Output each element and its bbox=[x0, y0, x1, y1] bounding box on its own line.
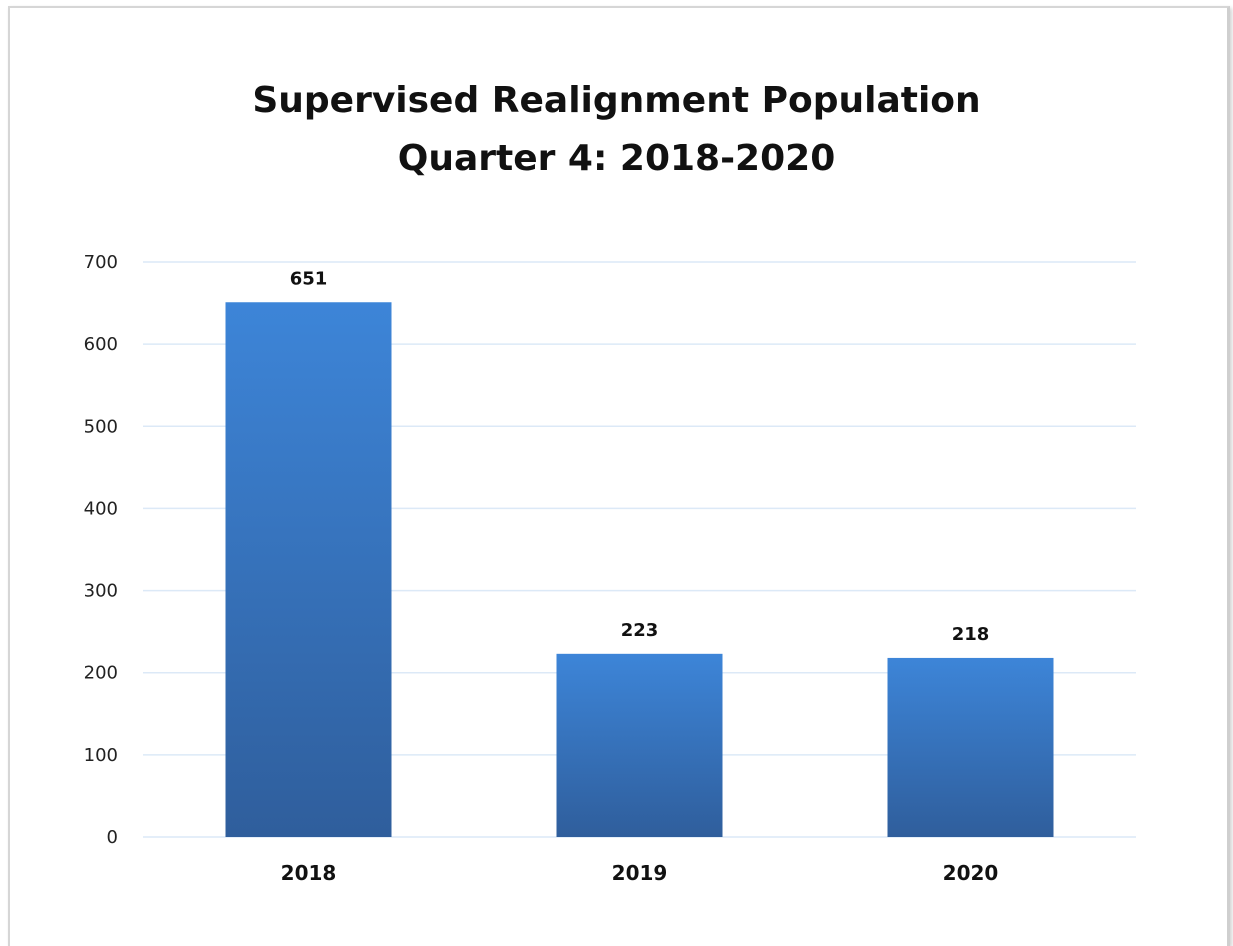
y-tick-label: 600 bbox=[84, 334, 118, 355]
y-tick-label: 300 bbox=[84, 581, 118, 602]
y-tick-label: 700 bbox=[84, 252, 118, 273]
data-label-2019: 223 bbox=[621, 620, 659, 641]
data-label-2020: 218 bbox=[952, 624, 990, 645]
x-axis: 2018 2019 2020 bbox=[281, 861, 999, 885]
chart-title-line2: Quarter 4: 2018-2020 bbox=[397, 138, 836, 179]
y-tick-label: 100 bbox=[84, 745, 118, 766]
bars bbox=[225, 302, 1054, 837]
bar-2019 bbox=[556, 653, 723, 837]
chart-title: Supervised Realignment Population Quarte… bbox=[0, 72, 1233, 188]
bar-2020 bbox=[887, 657, 1054, 837]
y-tick-label: 200 bbox=[84, 663, 118, 684]
x-tick-label-2020: 2020 bbox=[943, 861, 999, 885]
data-label-2018: 651 bbox=[290, 268, 328, 289]
x-tick-label-2019: 2019 bbox=[612, 861, 668, 885]
bar-2018 bbox=[225, 302, 392, 837]
y-axis: 0 100 200 300 400 500 600 700 bbox=[84, 252, 118, 848]
y-tick-label: 500 bbox=[84, 416, 118, 437]
x-tick-label-2018: 2018 bbox=[281, 861, 337, 885]
data-labels: 651 223 218 bbox=[290, 268, 990, 645]
chart-title-line1: Supervised Realignment Population bbox=[252, 80, 981, 121]
y-tick-label: 0 bbox=[107, 827, 118, 848]
y-tick-label: 400 bbox=[84, 498, 118, 519]
